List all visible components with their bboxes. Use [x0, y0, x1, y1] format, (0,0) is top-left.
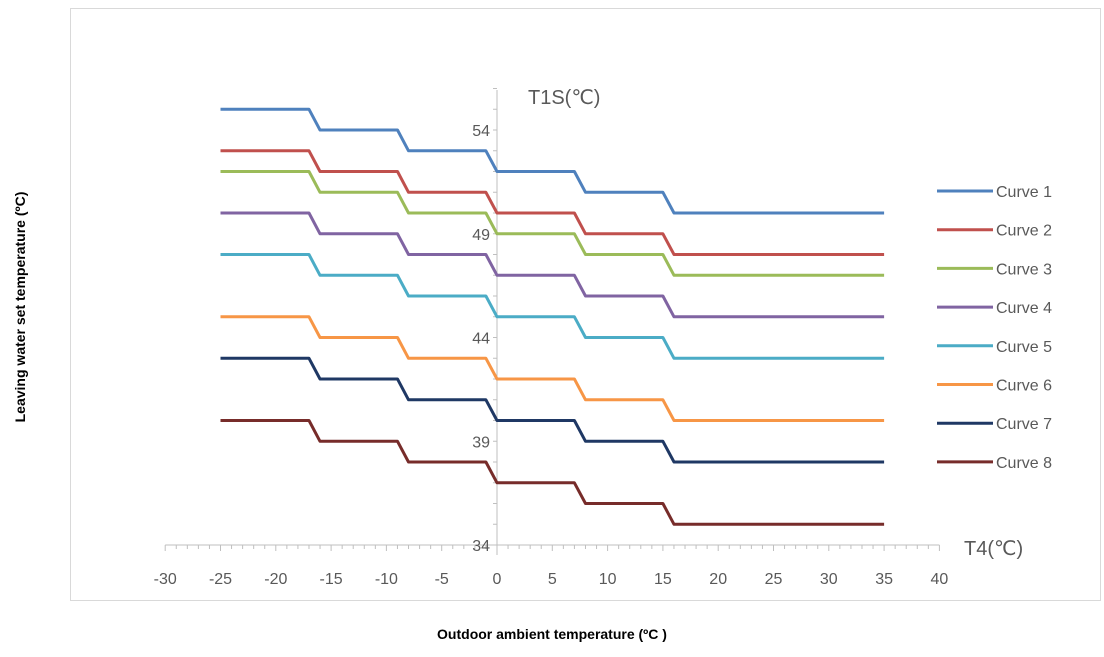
- x-tick-label: 5: [548, 571, 557, 588]
- y-tick-label: 39: [472, 434, 490, 451]
- x-tick-label: 35: [875, 571, 893, 588]
- series-line-6: [220, 315, 885, 422]
- y-tick-label: 49: [472, 227, 490, 244]
- x-tick-label: 20: [709, 571, 727, 588]
- x-tick-label: 30: [820, 571, 838, 588]
- series-line-3: [220, 170, 885, 277]
- x-tick-label: -10: [375, 571, 398, 588]
- x-tick-label: -5: [435, 571, 449, 588]
- x-tick-label: -25: [209, 571, 232, 588]
- series-line-2: [220, 149, 885, 256]
- legend-label-7: Curve 7: [996, 416, 1052, 433]
- y-tick-label: 34: [472, 538, 490, 555]
- series-line-1: [220, 107, 885, 215]
- series-line-4: [220, 211, 885, 319]
- x-axis-title: T4(℃): [964, 538, 1023, 560]
- legend-label-2: Curve 2: [996, 223, 1052, 240]
- y-tick-label: 44: [472, 331, 490, 348]
- series-line-8: [220, 419, 885, 526]
- x-tick-label: 10: [599, 571, 617, 588]
- legend-label-1: Curve 1: [996, 184, 1052, 201]
- x-tick-label: 0: [493, 571, 502, 588]
- legend-label-4: Curve 4: [996, 300, 1052, 317]
- legend-label-8: Curve 8: [996, 455, 1052, 472]
- y-axis-title: T1S(℃): [528, 87, 600, 109]
- y-tick-label: 54: [472, 123, 490, 140]
- axes: -30 -25 -20 -15 -10 -5 0 5 10 15 20 25 30 35 40 34 39 44 4…: [154, 88, 949, 588]
- legend-label-6: Curve 6: [996, 378, 1052, 395]
- chart-area: [70, 8, 1101, 601]
- series-line-5: [220, 253, 885, 360]
- x-axis-label: Outdoor ambient temperature (ºC ): [437, 626, 667, 642]
- x-tick-label: 25: [765, 571, 783, 588]
- x-tick-label: -30: [154, 571, 177, 588]
- x-tick-label: 15: [654, 571, 672, 588]
- series-group: [220, 107, 885, 526]
- legend-label-5: Curve 5: [996, 339, 1052, 356]
- legend: Curve 1 Curve 2 Curve 3 Curve 4 Curve 5 Curve…: [937, 184, 1052, 472]
- series-line-7: [220, 356, 885, 464]
- x-tick-label: -20: [264, 571, 287, 588]
- x-tick-label: 40: [931, 571, 949, 588]
- x-tick-label: -15: [320, 571, 343, 588]
- legend-label-3: Curve 3: [996, 261, 1052, 278]
